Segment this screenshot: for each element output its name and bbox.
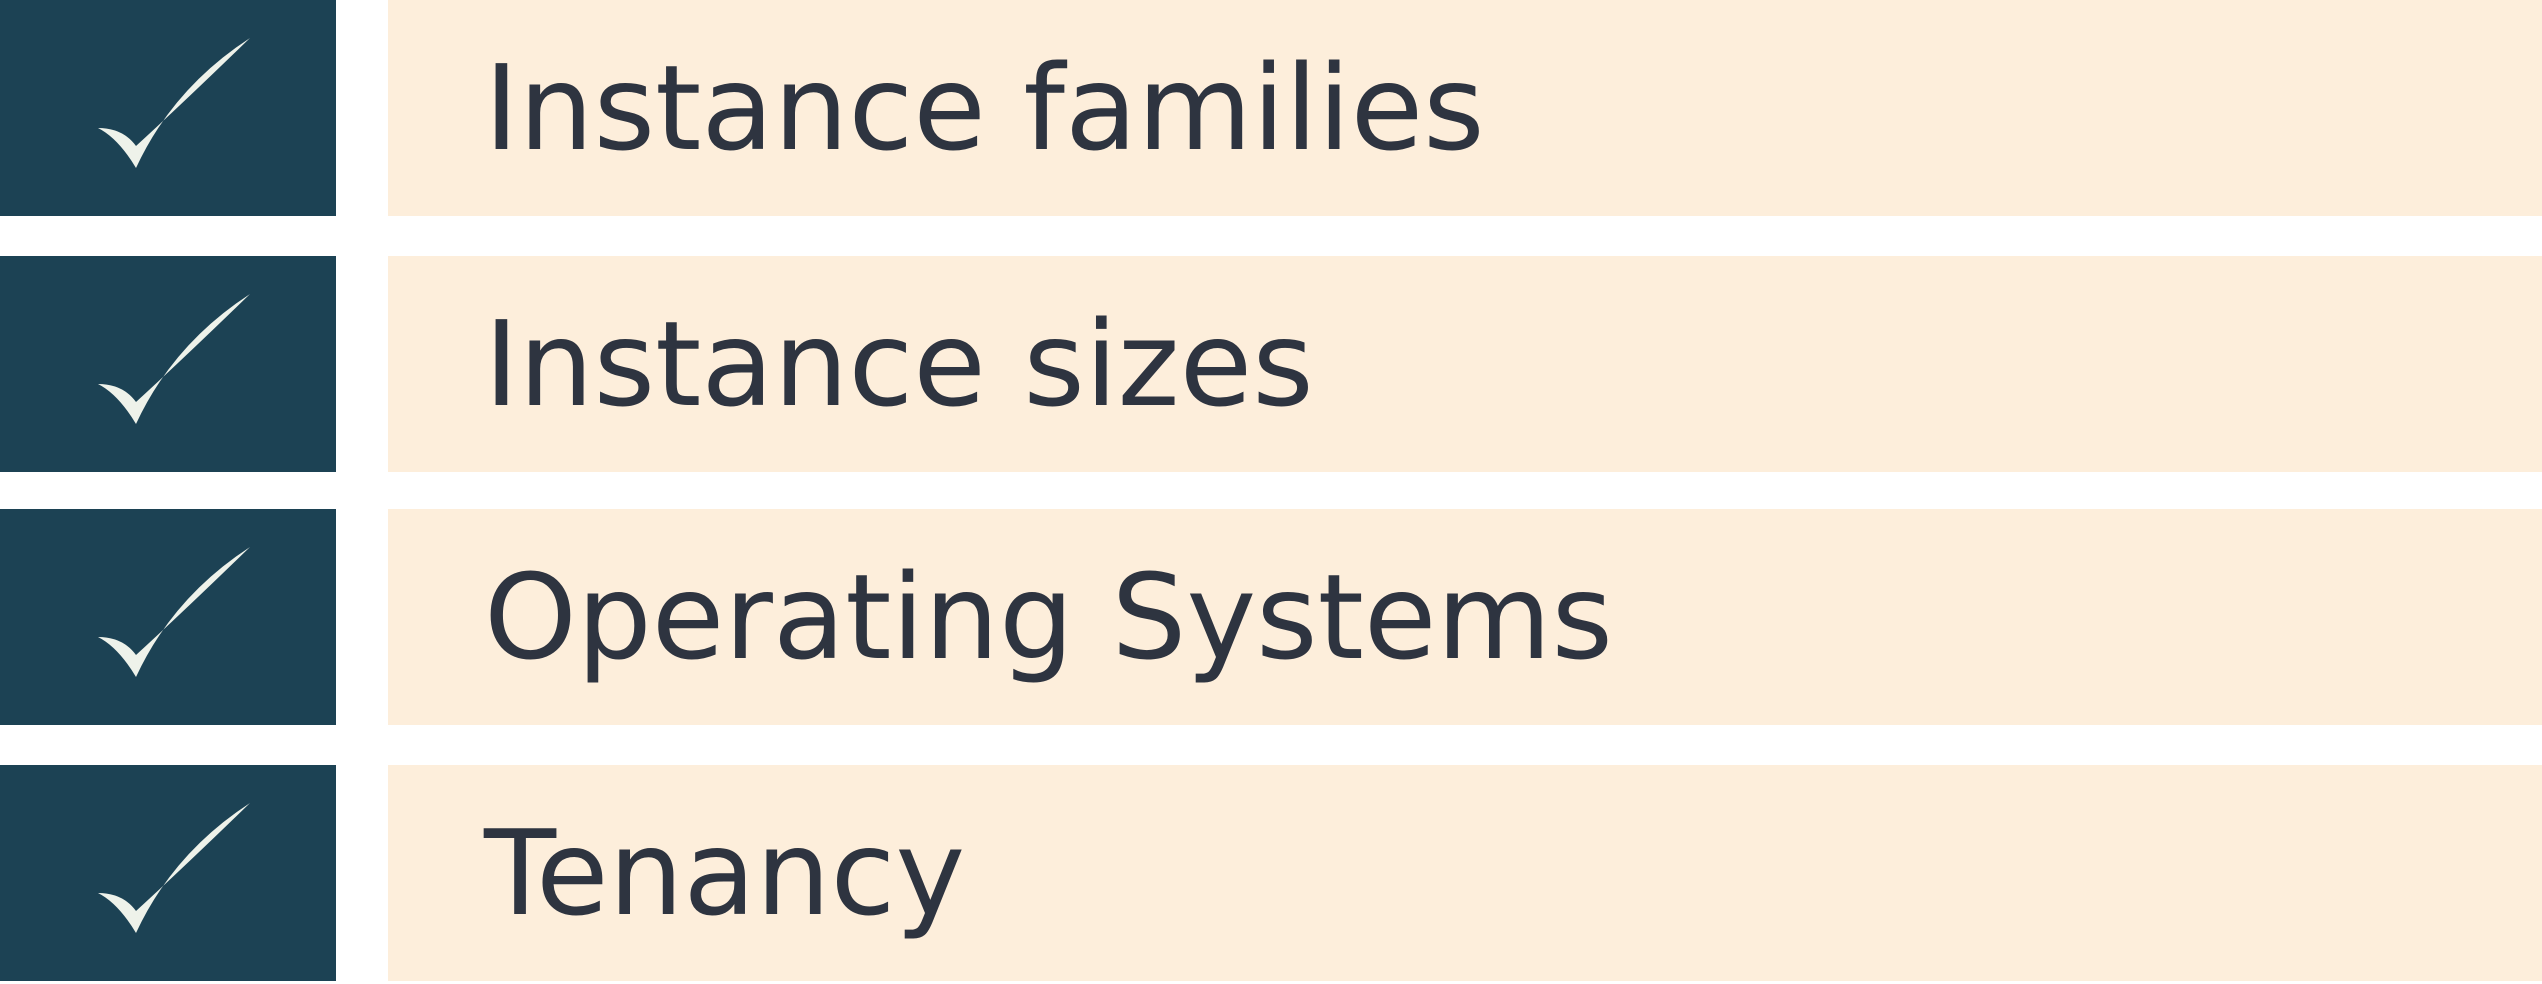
label-bar: Operating Systems (388, 509, 2542, 725)
check-box (0, 256, 336, 472)
checklist-item: Instance sizes (0, 256, 2542, 472)
item-label: Instance families (484, 39, 1485, 177)
checklist-item: Operating Systems (0, 509, 2542, 725)
item-label: Instance sizes (484, 295, 1314, 433)
check-icon (98, 547, 250, 677)
label-bar: Instance sizes (388, 256, 2542, 472)
check-box (0, 0, 336, 216)
checklist-item: Tenancy (0, 765, 2542, 981)
check-icon (98, 294, 250, 424)
check-box (0, 509, 336, 725)
check-icon (98, 803, 250, 933)
item-label: Tenancy (484, 804, 966, 942)
label-bar: Tenancy (388, 765, 2542, 981)
check-box (0, 765, 336, 981)
check-icon (98, 38, 250, 168)
label-bar: Instance families (388, 0, 2542, 216)
item-label: Operating Systems (484, 548, 1613, 686)
checklist-item: Instance families (0, 0, 2542, 216)
